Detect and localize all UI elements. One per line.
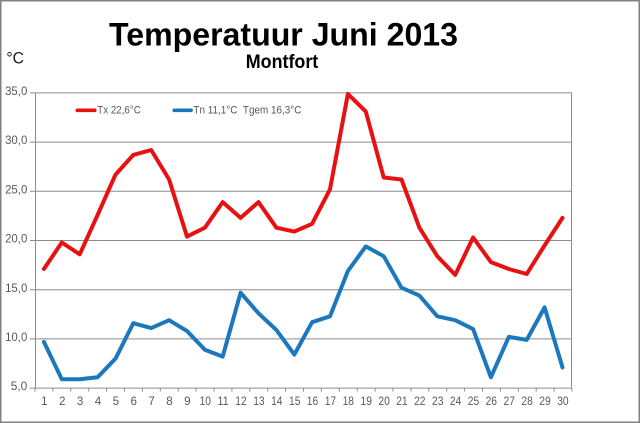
svg-text:18: 18 bbox=[343, 395, 354, 408]
svg-text:5: 5 bbox=[113, 395, 119, 408]
svg-text:21: 21 bbox=[396, 395, 407, 408]
svg-text:30: 30 bbox=[557, 395, 568, 408]
svg-text:29: 29 bbox=[539, 395, 550, 408]
svg-text:8: 8 bbox=[166, 395, 172, 408]
svg-text:5,0: 5,0 bbox=[11, 381, 28, 393]
svg-text:3: 3 bbox=[77, 395, 83, 408]
svg-text:13: 13 bbox=[253, 395, 264, 408]
svg-text:22: 22 bbox=[414, 395, 425, 408]
svg-text:14: 14 bbox=[271, 395, 283, 408]
svg-text:2: 2 bbox=[59, 395, 65, 408]
svg-text:25: 25 bbox=[468, 395, 479, 408]
svg-text:20: 20 bbox=[378, 395, 389, 408]
svg-text:Montfort: Montfort bbox=[246, 51, 319, 73]
svg-text:10: 10 bbox=[200, 395, 211, 408]
svg-text:25,0: 25,0 bbox=[5, 184, 27, 196]
svg-text:4: 4 bbox=[95, 395, 102, 408]
svg-text:7: 7 bbox=[148, 395, 154, 408]
svg-text:10,0: 10,0 bbox=[5, 332, 27, 344]
svg-text:19: 19 bbox=[361, 395, 372, 408]
svg-text:20,0: 20,0 bbox=[5, 234, 27, 246]
svg-text:Tn 11,1°C Tgem 16,3°C: Tn 11,1°C Tgem 16,3°C bbox=[193, 105, 301, 117]
svg-text:15,0: 15,0 bbox=[5, 283, 27, 295]
svg-text:9: 9 bbox=[184, 395, 190, 408]
svg-text:Tx 22,6°C: Tx 22,6°C bbox=[97, 105, 141, 117]
svg-text:23: 23 bbox=[432, 395, 443, 408]
svg-text:35,0: 35,0 bbox=[5, 86, 27, 98]
svg-text:24: 24 bbox=[450, 395, 462, 408]
svg-text:°C: °C bbox=[6, 49, 24, 68]
svg-text:1: 1 bbox=[41, 395, 47, 408]
svg-text:28: 28 bbox=[521, 395, 532, 408]
svg-text:16: 16 bbox=[307, 395, 318, 408]
svg-text:11: 11 bbox=[217, 395, 228, 408]
svg-text:17: 17 bbox=[325, 395, 336, 408]
svg-text:12: 12 bbox=[235, 395, 246, 408]
svg-text:6: 6 bbox=[130, 395, 136, 408]
svg-text:27: 27 bbox=[504, 395, 515, 408]
svg-text:15: 15 bbox=[289, 395, 300, 408]
svg-text:Temperatuur Juni 2013: Temperatuur Juni 2013 bbox=[109, 17, 458, 53]
svg-text:26: 26 bbox=[486, 395, 497, 408]
svg-text:30,0: 30,0 bbox=[5, 135, 27, 147]
